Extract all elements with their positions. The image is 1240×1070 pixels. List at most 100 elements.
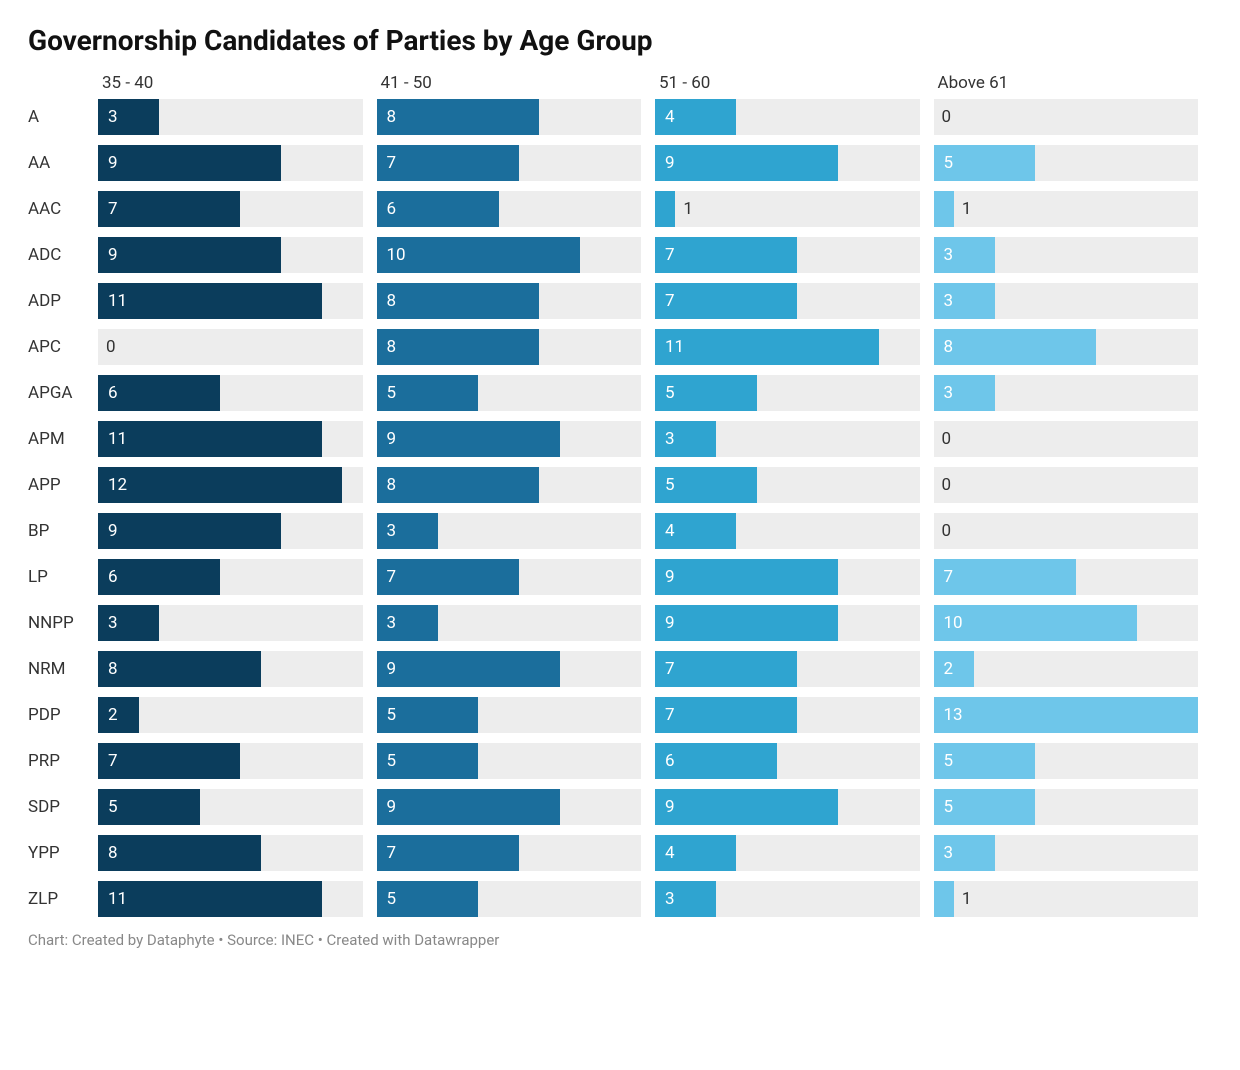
chart-row: SDP5995 bbox=[28, 789, 1212, 825]
bar-value: 9 bbox=[665, 613, 675, 633]
bar-value: 2 bbox=[944, 659, 954, 679]
bar-value: 5 bbox=[387, 751, 397, 771]
bar-value: 9 bbox=[387, 797, 397, 817]
bar-value: 11 bbox=[108, 291, 127, 311]
bar-value: 9 bbox=[665, 153, 675, 173]
bar-value: 9 bbox=[387, 659, 397, 679]
bar-cell: 3 bbox=[98, 99, 377, 135]
bar-cell: 3 bbox=[934, 835, 1213, 871]
bar-track: 7 bbox=[934, 559, 1199, 595]
bar-cell: 3 bbox=[377, 605, 656, 641]
bar-value: 5 bbox=[387, 889, 397, 909]
bar-fill bbox=[934, 191, 954, 227]
bar-cell: 7 bbox=[934, 559, 1213, 595]
chart-row: A3840 bbox=[28, 99, 1212, 135]
bar-track: 5 bbox=[377, 743, 642, 779]
bar-cell: 5 bbox=[934, 789, 1213, 825]
group-header-cell: 41 - 50 bbox=[377, 73, 656, 93]
bar-cell: 6 bbox=[377, 191, 656, 227]
bar-fill bbox=[377, 559, 519, 595]
bar-track: 6 bbox=[655, 743, 920, 779]
bar-track: 11 bbox=[98, 283, 363, 319]
chart-row: AA9795 bbox=[28, 145, 1212, 181]
chart-row: ZLP11531 bbox=[28, 881, 1212, 917]
bar-value: 9 bbox=[108, 153, 118, 173]
bar-track: 2 bbox=[934, 651, 1199, 687]
bar-track: 3 bbox=[934, 283, 1199, 319]
chart-rows: A3840AA9795AAC7611ADC91073ADP11873APC081… bbox=[28, 99, 1212, 917]
row-label: YPP bbox=[28, 843, 98, 863]
row-label: ZLP bbox=[28, 889, 98, 909]
group-header-cell: 35 - 40 bbox=[98, 73, 377, 93]
bar-value: 8 bbox=[387, 107, 397, 127]
bar-value: 8 bbox=[108, 659, 118, 679]
bar-cell: 0 bbox=[934, 467, 1213, 503]
bar-fill bbox=[377, 789, 560, 825]
bar-value: 8 bbox=[387, 337, 397, 357]
bar-track: 3 bbox=[377, 605, 642, 641]
bar-track: 6 bbox=[98, 559, 363, 595]
bar-track: 9 bbox=[377, 651, 642, 687]
bar-cell: 5 bbox=[934, 743, 1213, 779]
bar-fill bbox=[98, 283, 322, 319]
bar-track: 5 bbox=[377, 375, 642, 411]
bar-value: 3 bbox=[944, 383, 954, 403]
bar-track: 11 bbox=[98, 421, 363, 457]
bar-cell: 11 bbox=[98, 283, 377, 319]
row-label: SDP bbox=[28, 797, 98, 817]
bar-fill bbox=[377, 329, 540, 365]
row-label: AA bbox=[28, 153, 98, 173]
bar-fill bbox=[655, 145, 838, 181]
group-header-cell: 51 - 60 bbox=[655, 73, 934, 93]
bar-cell: 12 bbox=[98, 467, 377, 503]
bar-track: 9 bbox=[655, 789, 920, 825]
bar-fill bbox=[98, 145, 281, 181]
bar-cell: 5 bbox=[377, 697, 656, 733]
bar-fill bbox=[377, 651, 560, 687]
page-title: Governorship Candidates of Parties by Ag… bbox=[28, 24, 1212, 57]
bar-value: 10 bbox=[387, 245, 406, 265]
bar-fill bbox=[98, 467, 342, 503]
bar-cell: 9 bbox=[655, 559, 934, 595]
bar-track: 6 bbox=[98, 375, 363, 411]
bar-track: 3 bbox=[377, 513, 642, 549]
bar-fill bbox=[934, 651, 975, 687]
bar-fill bbox=[655, 191, 675, 227]
bar-value: 1 bbox=[683, 199, 693, 219]
bar-fill bbox=[377, 237, 580, 273]
bar-cell: 7 bbox=[655, 283, 934, 319]
bar-value: 4 bbox=[665, 521, 675, 541]
bar-value: 7 bbox=[387, 567, 397, 587]
bar-track: 7 bbox=[377, 835, 642, 871]
bar-cell: 9 bbox=[98, 237, 377, 273]
bar-cell: 6 bbox=[98, 559, 377, 595]
bar-value: 5 bbox=[944, 153, 954, 173]
bar-cell: 5 bbox=[934, 145, 1213, 181]
bar-value: 9 bbox=[665, 567, 675, 587]
chart-row: APC08118 bbox=[28, 329, 1212, 365]
bar-value: 3 bbox=[108, 107, 118, 127]
bar-fill bbox=[934, 605, 1137, 641]
bar-track: 3 bbox=[655, 881, 920, 917]
bar-track: 3 bbox=[934, 835, 1199, 871]
bar-cell: 4 bbox=[655, 99, 934, 135]
row-label: NRM bbox=[28, 659, 98, 679]
chart-row: LP6 7 9 7 bbox=[28, 559, 1212, 595]
bar-fill bbox=[934, 697, 1199, 733]
bar-track: 5 bbox=[934, 145, 1199, 181]
bar-cell: 4 bbox=[655, 513, 934, 549]
bar-track: 3 bbox=[98, 605, 363, 641]
chart-row: APGA6553 bbox=[28, 375, 1212, 411]
bar-track: 10 bbox=[934, 605, 1199, 641]
bar-fill bbox=[655, 237, 797, 273]
bar-track: 0 bbox=[98, 329, 363, 365]
bar-track: 5 bbox=[377, 881, 642, 917]
bar-cell: 7 bbox=[655, 697, 934, 733]
bar-fill bbox=[655, 651, 797, 687]
row-label: LP bbox=[28, 567, 98, 587]
bar-value: 13 bbox=[944, 705, 963, 725]
bar-track: 1 bbox=[934, 881, 1199, 917]
bar-value: 6 bbox=[665, 751, 675, 771]
bar-value: 1 bbox=[962, 199, 972, 219]
bar-track: 5 bbox=[655, 467, 920, 503]
